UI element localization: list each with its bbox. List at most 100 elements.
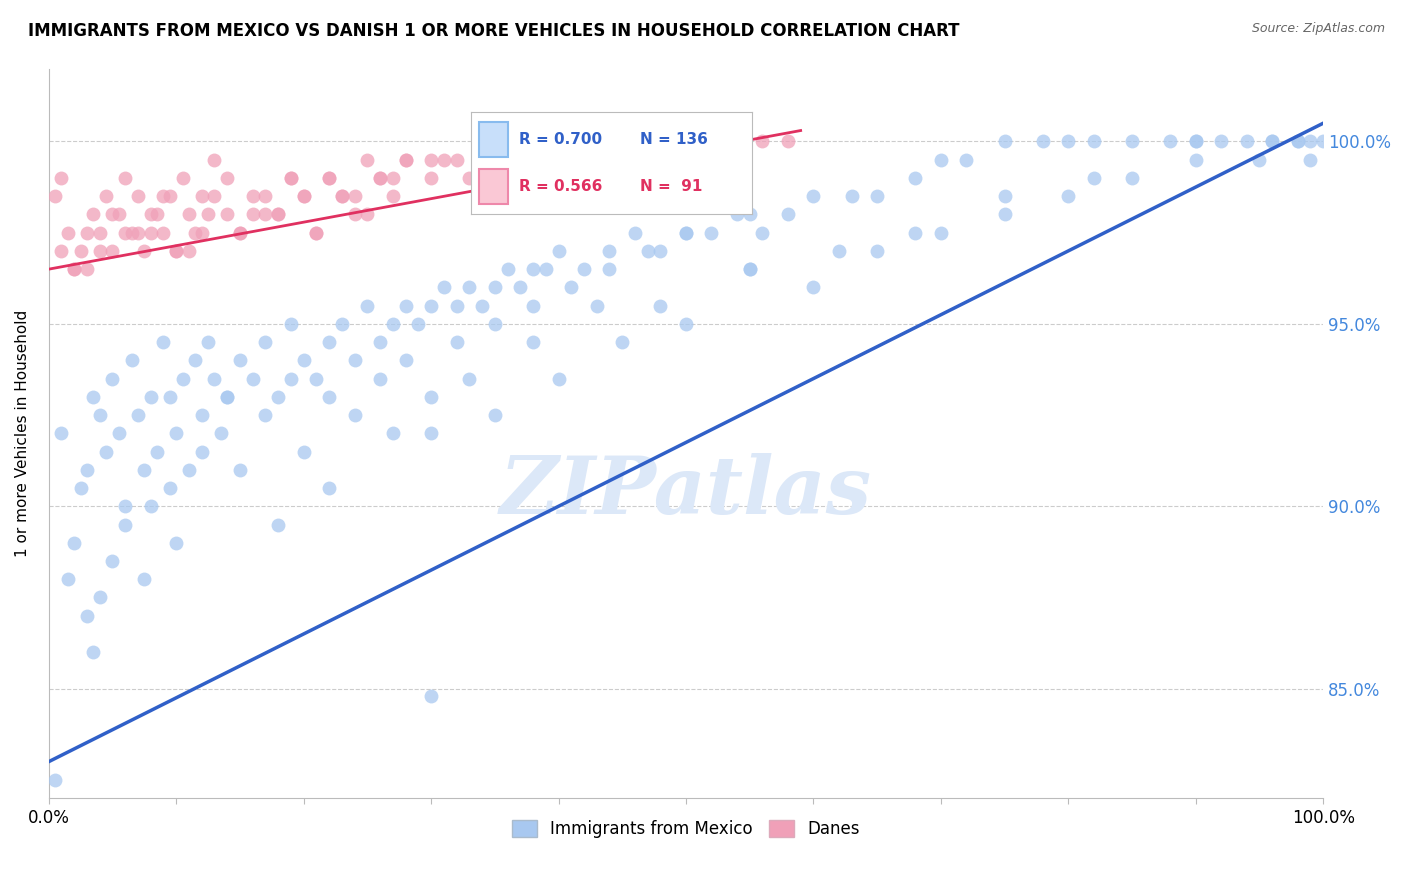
Point — [114, 226, 136, 240]
Point — [738, 262, 761, 277]
Point — [165, 244, 187, 258]
Point — [1299, 135, 1322, 149]
Point — [280, 171, 302, 186]
Text: R = 0.566: R = 0.566 — [519, 179, 602, 194]
Point — [420, 153, 443, 167]
Point — [242, 189, 264, 203]
Point — [165, 426, 187, 441]
Point — [993, 207, 1015, 221]
Point — [547, 135, 569, 149]
Point — [63, 535, 86, 549]
Point — [190, 444, 212, 458]
Point — [184, 353, 207, 368]
Point — [343, 408, 366, 422]
Point — [509, 135, 531, 149]
Point — [496, 153, 519, 167]
Point — [101, 371, 124, 385]
Point — [547, 244, 569, 258]
Point — [305, 226, 328, 240]
Bar — [479, 122, 508, 157]
Point — [89, 244, 111, 258]
Point — [146, 444, 169, 458]
Point — [368, 171, 391, 186]
Point — [1184, 135, 1206, 149]
Point — [280, 171, 302, 186]
Point — [368, 171, 391, 186]
Point — [69, 481, 91, 495]
Point — [929, 226, 952, 240]
Point — [381, 171, 404, 186]
Point — [776, 207, 799, 221]
Point — [1211, 135, 1233, 149]
Point — [1184, 153, 1206, 167]
Point — [76, 262, 98, 277]
Point — [1032, 135, 1054, 149]
Point — [330, 317, 353, 331]
Point — [368, 371, 391, 385]
Point — [343, 207, 366, 221]
Point — [330, 189, 353, 203]
Point — [700, 135, 723, 149]
Point — [1286, 135, 1309, 149]
Point — [471, 135, 494, 149]
Point — [1249, 153, 1271, 167]
Point — [89, 591, 111, 605]
Point — [139, 390, 162, 404]
Point — [305, 226, 328, 240]
Point — [1236, 135, 1258, 149]
Point — [356, 153, 378, 167]
Point — [420, 390, 443, 404]
Point — [803, 280, 825, 294]
Point — [675, 226, 697, 240]
Point — [51, 426, 73, 441]
Text: R = 0.700: R = 0.700 — [519, 132, 602, 146]
Point — [420, 171, 443, 186]
Point — [165, 535, 187, 549]
Text: Source: ZipAtlas.com: Source: ZipAtlas.com — [1251, 22, 1385, 36]
Point — [51, 171, 73, 186]
Point — [89, 226, 111, 240]
Point — [229, 226, 252, 240]
Point — [292, 353, 315, 368]
Point — [841, 189, 863, 203]
Point — [190, 226, 212, 240]
Point — [420, 426, 443, 441]
Point — [534, 262, 557, 277]
Point — [522, 335, 544, 350]
Point — [89, 408, 111, 422]
Point — [197, 207, 219, 221]
Point — [267, 207, 290, 221]
Point — [1299, 153, 1322, 167]
Point — [254, 189, 277, 203]
Point — [993, 135, 1015, 149]
Point — [190, 408, 212, 422]
Point — [292, 189, 315, 203]
Point — [152, 335, 174, 350]
Point — [63, 262, 86, 277]
Point — [866, 244, 889, 258]
Point — [484, 317, 506, 331]
Point — [101, 554, 124, 568]
Point — [433, 280, 456, 294]
Point — [229, 226, 252, 240]
Point — [51, 244, 73, 258]
Point — [585, 299, 607, 313]
Point — [267, 390, 290, 404]
Point — [1121, 171, 1143, 186]
Point — [547, 371, 569, 385]
Point — [114, 500, 136, 514]
Point — [394, 153, 416, 167]
Point — [139, 500, 162, 514]
Point — [1261, 135, 1284, 149]
Point — [1083, 135, 1105, 149]
Point — [280, 317, 302, 331]
Point — [624, 135, 647, 149]
Point — [522, 262, 544, 277]
Point — [700, 226, 723, 240]
Point — [446, 335, 468, 350]
Point — [56, 226, 79, 240]
Point — [159, 390, 181, 404]
Point — [738, 262, 761, 277]
Point — [993, 189, 1015, 203]
Point — [598, 244, 620, 258]
